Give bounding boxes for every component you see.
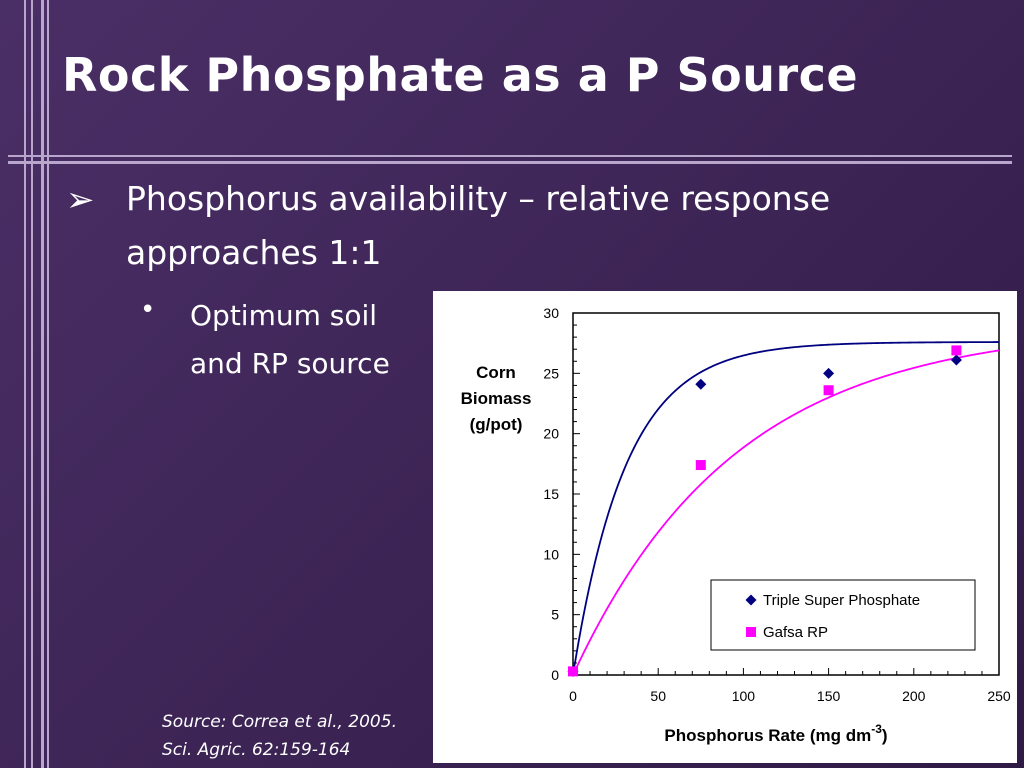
x-tick-label: 100	[732, 688, 756, 704]
bullet-point-primary: Phosphorus availability – relative respo…	[126, 179, 831, 272]
y-axis-label-line: Corn	[476, 363, 516, 382]
data-point-diamond	[823, 367, 835, 379]
decor-vertical-line	[47, 0, 49, 768]
fit-curve-square	[572, 349, 1000, 673]
x-axis-label: Phosphorus Rate (mg dm-3)	[664, 722, 887, 745]
legend-label: Gafsa RP	[763, 624, 828, 641]
y-axis-label-line: (g/pot)	[470, 415, 523, 434]
data-point-square	[695, 460, 706, 471]
source-citation: Source: Correa et al., 2005. Sci. Agric.…	[162, 708, 432, 764]
decor-vertical-line	[41, 0, 44, 768]
legend-box	[710, 579, 976, 651]
y-tick-label: 15	[543, 486, 559, 502]
y-tick-label: 5	[551, 607, 559, 623]
x-tick-label: 200	[902, 688, 926, 704]
source-line-2: Sci. Agric. 62:159-164	[162, 740, 351, 760]
slide-title: Rock Phosphate as a P Source	[62, 48, 859, 102]
decor-horizontal-line	[8, 155, 1012, 157]
x-tick-label: 0	[569, 688, 577, 704]
data-point-square	[823, 385, 834, 396]
bullet-point-secondary: Optimum soil and RP source	[190, 299, 390, 380]
y-tick-label: 10	[543, 546, 559, 562]
y-axis-label-line: Biomass	[461, 389, 532, 408]
data-point-square	[951, 345, 962, 356]
dot-bullet-icon: •	[140, 295, 156, 325]
x-tick-label: 250	[987, 688, 1011, 704]
data-point-square	[568, 666, 578, 677]
y-tick-label: 0	[551, 667, 559, 683]
legend-label: Triple Super Phosphate	[763, 592, 920, 609]
y-tick-label: 25	[543, 365, 559, 381]
legend-marker-diamond	[745, 594, 757, 606]
x-tick-label: 150	[817, 688, 841, 704]
data-point-diamond	[950, 354, 962, 366]
y-tick-label: 20	[543, 426, 559, 442]
decor-horizontal-line	[8, 161, 1012, 164]
source-line-1: Source: Correa et al., 2005.	[162, 712, 397, 732]
decor-vertical-line	[24, 0, 26, 768]
fit-curve-diamond	[572, 341, 1000, 672]
arrow-bullet-icon: ➢	[66, 180, 95, 220]
decor-vertical-line	[31, 0, 33, 768]
chart-panel: 0 5 10 15 20 25 30 0 50 100 150 200 250 Corn Biomass (g…	[433, 291, 1017, 763]
y-tick-label: 30	[543, 305, 559, 321]
x-tick-label: 50	[650, 688, 666, 704]
legend-marker-square	[746, 627, 756, 637]
data-point-diamond	[695, 378, 707, 390]
biomass-chart: 0 5 10 15 20 25 30 0 50 100 150 200 250 Corn Biomass (g…	[461, 305, 1011, 745]
